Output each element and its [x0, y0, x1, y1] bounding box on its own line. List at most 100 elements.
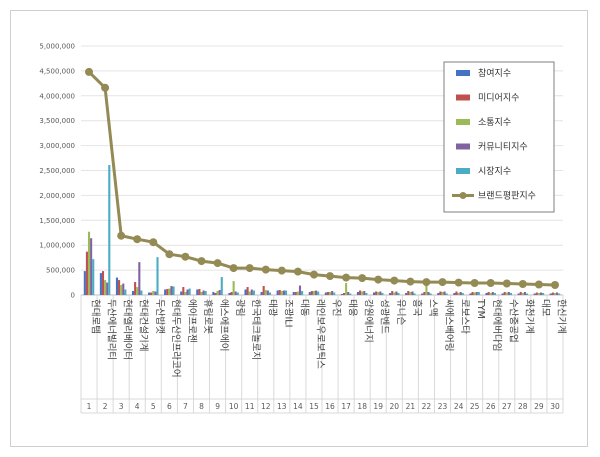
bar-4-26: [491, 292, 494, 295]
rank-label-22: 22: [422, 402, 432, 411]
rank-label-27: 27: [502, 402, 512, 411]
y-tick-label: 2,000,000: [39, 192, 75, 200]
bar-4-17: [347, 292, 350, 295]
legend-label-2: 미디어지수: [478, 93, 519, 104]
bar-5-13: [284, 290, 288, 295]
bar-3-17: [345, 283, 348, 295]
category-label-27: 수산중공업: [507, 299, 519, 343]
bar-3-27: [505, 292, 508, 295]
category-label-23: 씨에스베어링: [443, 299, 455, 351]
bar-1-21: [405, 293, 408, 295]
bar-3-22: [425, 285, 428, 295]
bar-2-27: [503, 292, 506, 295]
rank-label-1: 1: [87, 402, 92, 411]
brand-index-point-13: [277, 266, 286, 275]
brand-index-point-25: [470, 279, 479, 287]
bars: [83, 165, 561, 295]
bar-1-10: [228, 293, 231, 295]
category-label-25: TYM: [475, 298, 486, 319]
bar-4-12: [266, 290, 269, 295]
bar-1-5: [148, 292, 151, 295]
bar-1-26: [485, 293, 488, 295]
category-label-20: 유니슨: [395, 299, 406, 325]
bar-5-29: [542, 293, 545, 295]
bar-2-18: [359, 290, 362, 295]
brand-index-point-10: [229, 264, 238, 273]
bar-3-29: [537, 293, 540, 295]
bar-5-11: [252, 290, 255, 295]
bar-5-9: [220, 277, 223, 295]
brand-index-point-1: [85, 67, 93, 76]
legend-swatch-5: [456, 168, 470, 174]
bar-2-6: [166, 289, 169, 295]
brand-index-point-2: [101, 83, 110, 92]
bar-5-2: [108, 165, 111, 295]
bar-1-3: [115, 277, 119, 295]
bar-1-8: [196, 289, 199, 295]
bar-5-15: [317, 291, 320, 295]
legend-label-1: 참여지수: [478, 67, 511, 79]
bar-1-4: [131, 291, 135, 295]
bar-2-25: [471, 292, 474, 295]
category-label-2: 두산에너빌리티: [106, 299, 117, 360]
bar-4-13: [282, 290, 285, 295]
bar-1-24: [453, 293, 456, 295]
rank-label-29: 29: [534, 402, 544, 411]
bar-2-26: [487, 292, 490, 295]
bar-5-23: [445, 293, 448, 295]
bar-2-9: [214, 293, 217, 295]
rank-label-26: 26: [486, 402, 496, 411]
bar-5-10: [236, 292, 239, 295]
bar-4-5: [154, 291, 157, 295]
y-tick-label: 3,000,000: [39, 142, 75, 150]
bar-3-21: [409, 292, 412, 295]
bar-1-13: [276, 290, 279, 295]
bar-5-1: [92, 259, 95, 295]
bar-2-23: [439, 291, 442, 295]
y-tick-label: 0: [71, 292, 75, 300]
category-label-30: 한신기계: [556, 299, 568, 334]
bar-1-28: [517, 293, 520, 295]
bar-5-24: [461, 293, 464, 295]
bar-4-30: [556, 292, 559, 295]
rank-label-2: 2: [103, 402, 108, 411]
category-label-14: 대동: [298, 299, 309, 317]
legend-label-4: 커뮤니티지수: [478, 142, 528, 153]
rank-label-10: 10: [229, 402, 239, 411]
category-label-16: 우진: [331, 299, 342, 316]
category-label-3: 현대엘리베이터: [122, 299, 133, 360]
bar-4-9: [218, 290, 221, 295]
bar-3-16: [328, 292, 332, 295]
category-label-17: 태웅: [347, 299, 358, 317]
brand-index-point-15: [310, 270, 318, 279]
bar-4-2: [106, 282, 109, 295]
bar-5-20: [397, 293, 400, 295]
bar-3-13: [280, 291, 283, 295]
x-axis: 현대로템 1 두산에너빌리티 2 현대엘리베이터 3 현대건설기계 4 두산밥캣 5 현대두산인프라…: [80, 295, 568, 414]
bar-4-1: [90, 238, 93, 295]
bar-3-14: [296, 291, 299, 295]
bar-4-3: [122, 283, 125, 295]
rank-label-6: 6: [167, 402, 172, 411]
brand-reputation-chart: 0 500,000 1,000,000 1,500,000 2,000,000 2,500…: [39, 43, 568, 414]
category-label-22: 스맥: [427, 299, 438, 316]
bar-5-28: [525, 293, 529, 295]
bar-2-11: [246, 287, 249, 295]
bar-2-15: [310, 291, 313, 295]
brand-index-point-24: [454, 278, 463, 287]
brand-index-point-3: [117, 231, 126, 240]
bar-5-16: [333, 292, 336, 295]
bar-1-17: [340, 294, 343, 295]
bar-2-29: [535, 292, 538, 295]
brand-index-point-4: [133, 235, 142, 244]
category-label-13: 조광ILI: [282, 299, 294, 327]
bar-2-20: [391, 291, 394, 295]
rank-label-7: 7: [183, 402, 188, 411]
category-label-24: 로보스타: [459, 299, 470, 334]
bar-1-20: [389, 293, 392, 295]
category-label-28: 화천기계: [523, 299, 535, 334]
bar-4-27: [507, 292, 510, 295]
legend-box: [443, 61, 555, 213]
bar-4-29: [539, 292, 543, 295]
